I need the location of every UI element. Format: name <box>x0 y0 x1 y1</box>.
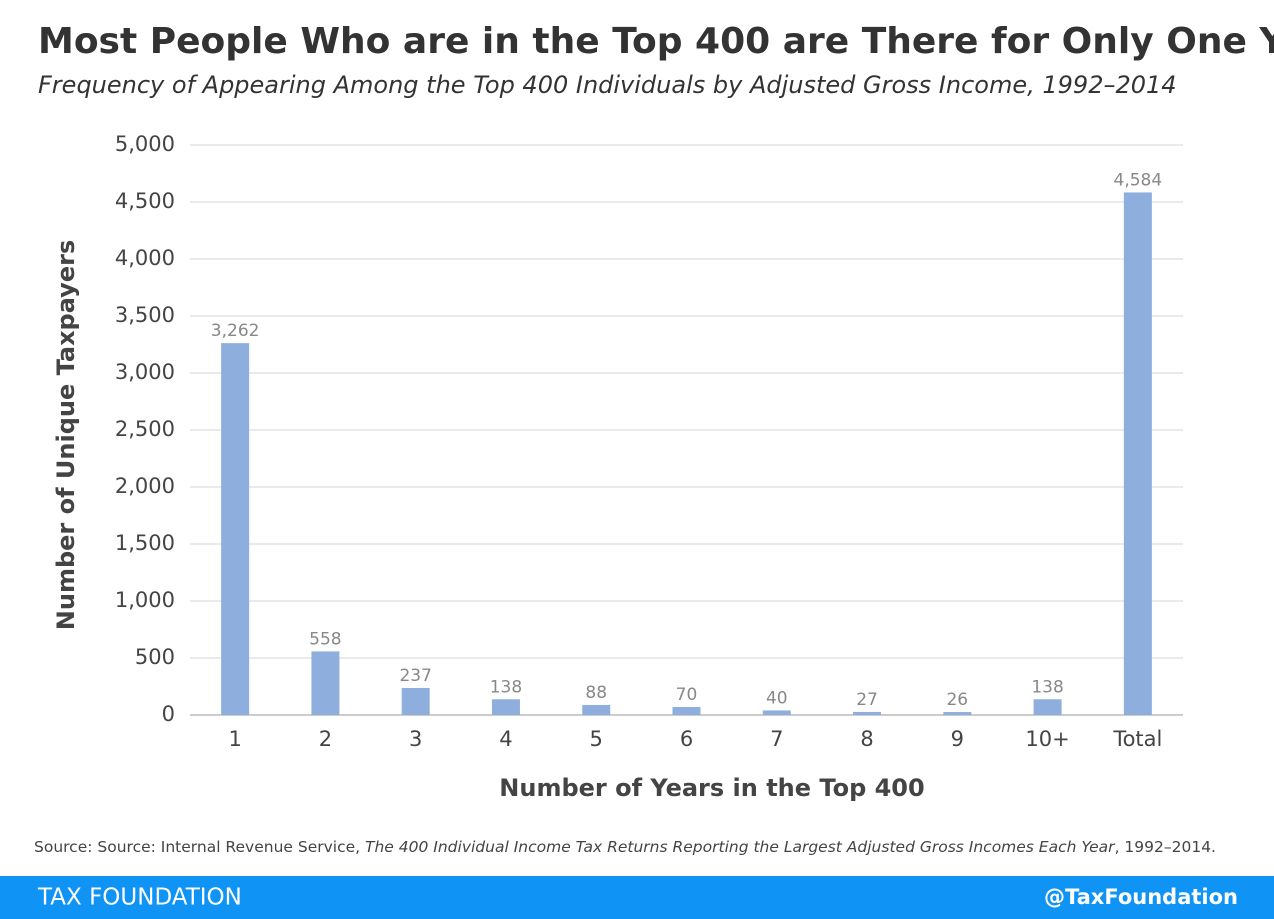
bar <box>1033 699 1062 715</box>
value-label: 138 <box>1031 677 1063 697</box>
x-tick-label: 1 <box>228 727 241 751</box>
value-label: 88 <box>585 683 607 703</box>
x-tick-label: 2 <box>319 727 332 751</box>
bar <box>1123 192 1152 715</box>
footer-handle: @TaxFoundation <box>1044 885 1238 909</box>
x-tick-label: 8 <box>860 727 873 751</box>
y-tick-label: 0 <box>162 702 175 726</box>
y-tick-label: 1,500 <box>115 531 175 555</box>
y-axis-title: Number of Unique Taxpayers <box>52 240 80 630</box>
source-text: Source: Source: Internal Revenue Service… <box>34 838 365 856</box>
bar <box>221 343 250 715</box>
value-label: 70 <box>676 685 698 705</box>
value-label: 3,262 <box>211 321 260 341</box>
value-label: 237 <box>399 666 431 686</box>
bar <box>311 651 340 715</box>
y-tick-label: 3,500 <box>115 303 175 327</box>
x-tick-label: 10+ <box>1025 727 1069 751</box>
value-label: 138 <box>490 677 522 697</box>
value-label: 26 <box>946 690 968 710</box>
chart-subtitle: Frequency of Appearing Among the Top 400… <box>38 71 1177 99</box>
y-tick-label: 5,000 <box>115 132 175 156</box>
y-tick-label: 500 <box>135 645 175 669</box>
y-tick-label: 1,000 <box>115 588 175 612</box>
footer-brand: TAX FOUNDATION <box>37 885 242 911</box>
source: Source: Source: Internal Revenue Service… <box>34 838 1216 856</box>
x-tick-label: 7 <box>770 727 783 751</box>
value-label: 27 <box>856 690 878 710</box>
bar <box>853 711 882 715</box>
y-tick-label: 2,000 <box>115 474 175 498</box>
y-tick-label: 2,500 <box>115 417 175 441</box>
x-tick-label: 9 <box>951 727 964 751</box>
bar <box>582 704 611 715</box>
bar <box>491 699 520 715</box>
chart-title: Most People Who are in the Top 400 are T… <box>38 21 1274 62</box>
x-tick-label: Total <box>1112 727 1162 751</box>
source-text: , 1992–2014. <box>1115 838 1216 856</box>
y-tick-label: 3,000 <box>115 360 175 384</box>
bar <box>943 712 972 715</box>
x-tick-label: 5 <box>590 727 603 751</box>
x-tick-label: 3 <box>409 727 422 751</box>
bar <box>672 707 701 715</box>
bar <box>762 710 791 715</box>
x-tick-label: 6 <box>680 727 693 751</box>
bar <box>401 687 430 715</box>
source-title: The 400 Individual Income Tax Returns Re… <box>365 838 1116 856</box>
x-axis-title: Number of Years in the Top 400 <box>499 774 924 802</box>
x-tick-label: 4 <box>499 727 512 751</box>
y-tick-label: 4,000 <box>115 246 175 270</box>
footer-bar <box>0 876 1274 919</box>
y-tick-label: 4,500 <box>115 189 175 213</box>
value-label: 40 <box>766 688 788 708</box>
value-label: 558 <box>309 629 341 649</box>
value-label: 4,584 <box>1114 170 1163 190</box>
